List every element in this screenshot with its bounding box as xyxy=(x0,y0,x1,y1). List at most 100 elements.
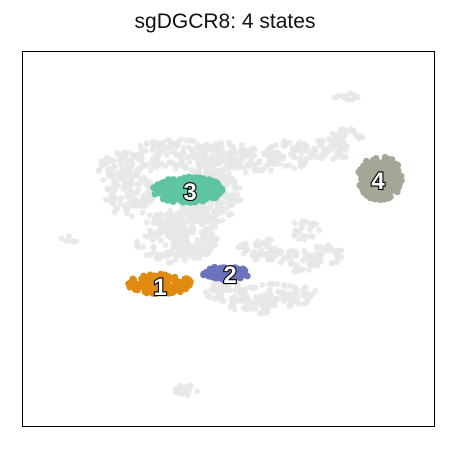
background-cell-point xyxy=(336,93,343,100)
state-labels: 1 2 3 4 xyxy=(152,167,386,302)
background-cell-point xyxy=(137,176,144,183)
state-3-point xyxy=(212,179,220,187)
background-cell-point xyxy=(210,147,217,154)
background-cell-point xyxy=(113,184,120,191)
state-4-point xyxy=(360,180,368,188)
background-cell-point xyxy=(123,209,130,216)
background-cell-point xyxy=(236,185,243,192)
state-4-point xyxy=(372,164,379,172)
background-cell-point xyxy=(299,288,306,295)
background-cell-point xyxy=(166,159,173,166)
state-2-point xyxy=(213,274,220,282)
background-cell-point xyxy=(234,192,241,198)
background-cell-point xyxy=(206,243,213,250)
background-cell-point xyxy=(160,221,167,228)
background-cell-point xyxy=(187,383,194,390)
background-cell-point xyxy=(175,152,182,159)
state-2-cluster xyxy=(200,263,251,284)
background-cell-point xyxy=(235,197,242,204)
state-1-point xyxy=(161,271,169,279)
background-cell-point xyxy=(259,281,266,288)
background-cell-point xyxy=(287,151,294,158)
state-3-point xyxy=(183,191,191,199)
background-cell-point xyxy=(225,139,232,146)
background-cell-point xyxy=(234,159,241,165)
background-cell-point xyxy=(239,150,246,156)
background-cell-point xyxy=(110,163,117,170)
background-cell-point xyxy=(203,288,209,295)
state-1-point xyxy=(179,283,187,291)
state-3-point xyxy=(212,186,220,194)
background-cell-point xyxy=(176,251,183,257)
background-cell-point xyxy=(147,167,154,174)
state-3-point xyxy=(189,184,197,191)
background-cell-point xyxy=(304,254,311,261)
background-cell-point xyxy=(163,152,170,158)
background-cell-point xyxy=(336,129,343,136)
background-cell-point xyxy=(181,257,188,264)
background-cell-point xyxy=(219,150,226,157)
background-cell-point xyxy=(172,388,179,395)
state-1-point xyxy=(172,286,180,293)
background-cell-point xyxy=(216,143,223,150)
state-3-point xyxy=(154,181,162,189)
background-cell-point xyxy=(257,166,264,173)
background-cell-point xyxy=(139,197,146,204)
state-4-point xyxy=(390,182,397,189)
background-cell-point xyxy=(146,212,153,219)
background-cell-point xyxy=(143,252,150,259)
background-cell-point xyxy=(200,159,206,166)
background-cell-point xyxy=(261,151,268,158)
background-cell-point xyxy=(199,248,206,255)
state-4-point xyxy=(372,186,380,194)
background-cell-point xyxy=(168,212,175,219)
state-1-point xyxy=(129,275,137,283)
background-cell-point xyxy=(142,147,149,154)
state-3-point xyxy=(159,195,167,203)
background-cell-point xyxy=(140,192,147,199)
background-cell-point xyxy=(337,149,344,156)
state-3-point xyxy=(178,183,186,190)
background-cell-point xyxy=(264,305,271,312)
background-cell-point xyxy=(147,198,154,205)
state-4-point xyxy=(375,194,383,202)
background-cell-point xyxy=(251,152,258,159)
background-cell-point xyxy=(111,179,118,186)
background-cell-point xyxy=(334,259,341,266)
background-cell-point xyxy=(292,227,299,234)
background-cell-point xyxy=(210,210,217,217)
background-cell-point xyxy=(114,149,121,156)
background-cell-point xyxy=(177,382,184,389)
background-cell-point xyxy=(293,285,300,292)
state-3-point xyxy=(162,188,170,195)
state-1-point xyxy=(156,282,164,290)
background-cell-point xyxy=(317,258,324,265)
state-3-point xyxy=(189,197,197,205)
background-cell-point xyxy=(155,253,162,259)
background-cell-point xyxy=(180,164,187,170)
state-1-point xyxy=(142,281,150,288)
state-3-point xyxy=(206,183,214,191)
background-cell-point xyxy=(267,244,273,251)
background-cell-point xyxy=(305,266,312,273)
background-cell-point xyxy=(174,139,181,146)
background-cell-point xyxy=(106,173,113,180)
background-cell-point xyxy=(301,236,308,243)
state-4-point xyxy=(369,158,377,165)
background-cell-point xyxy=(289,247,296,254)
background-cell-point xyxy=(301,248,308,254)
background-cell-point xyxy=(317,152,324,159)
background-cell-point xyxy=(118,168,125,174)
background-cell-point xyxy=(257,310,264,317)
background-cell-point xyxy=(237,296,244,303)
background-cell-point xyxy=(247,305,254,312)
background-cell-point xyxy=(302,219,309,226)
background-cell-point xyxy=(165,223,172,230)
background-cell-point xyxy=(227,287,233,294)
background-cell-point xyxy=(244,246,251,253)
background-cell-point xyxy=(204,166,211,173)
background-cell-point xyxy=(282,255,289,262)
state-4-point xyxy=(380,190,388,198)
background-cell-point xyxy=(287,282,294,289)
state-4-point xyxy=(380,173,387,181)
